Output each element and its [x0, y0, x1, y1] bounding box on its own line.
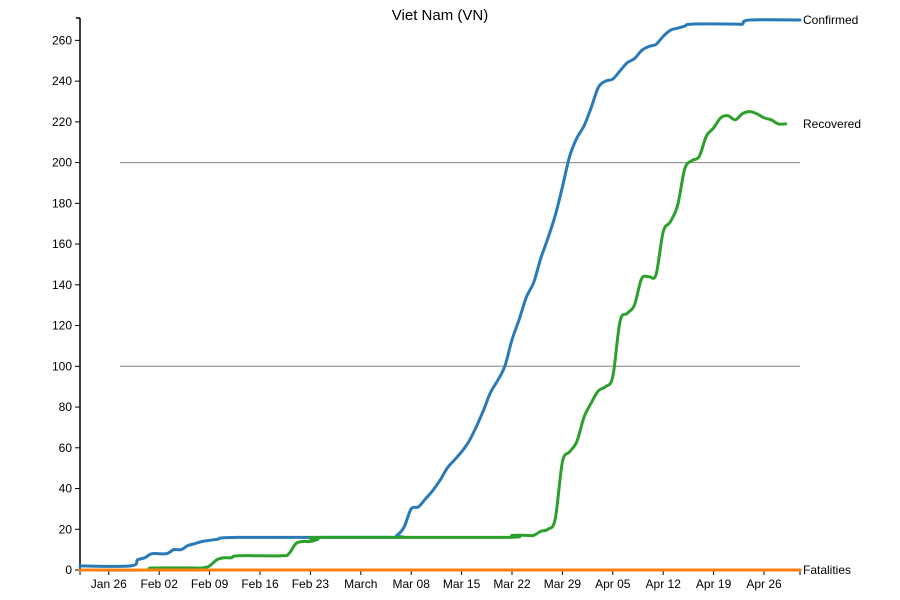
y-tick-label-180: 180 — [52, 196, 72, 210]
grid-lines — [120, 162, 800, 367]
x-tick-label-13: Apr 26 — [746, 577, 782, 591]
y-tick-label-100: 100 — [52, 359, 72, 373]
x-tick-label-4: Feb 23 — [292, 577, 330, 591]
series-label-fatalities: Fatalities — [803, 563, 851, 577]
series-labels: Confirmed Recovered Fatalities — [803, 13, 861, 577]
x-tick-label-7: Mar 15 — [443, 577, 481, 591]
x-tick-label-6: Mar 08 — [393, 577, 431, 591]
y-tick-label-60: 60 — [59, 441, 73, 455]
x-tick-label-10: Apr 05 — [595, 577, 631, 591]
series-line-confirmed — [78, 18, 802, 568]
x-tick-label-2: Feb 09 — [191, 577, 229, 591]
x-tick-label-1: Feb 02 — [141, 577, 179, 591]
series-label-recovered: Recovered — [803, 117, 861, 131]
y-tick-label-240: 240 — [52, 74, 72, 88]
y-tick-label-20: 20 — [59, 522, 73, 536]
x-tick-label-11: Apr 12 — [646, 577, 682, 591]
y-tick-label-140: 140 — [52, 278, 72, 292]
y-tick-label-260: 260 — [52, 33, 72, 47]
axes: 0 20 40 60 80 100 120 140 160 180 200 220 240 260 Jan … — [52, 17, 801, 591]
x-tick-label-5: March — [344, 577, 377, 591]
y-tick-label-0: 0 — [65, 563, 72, 577]
y-tick-label-80: 80 — [59, 400, 73, 414]
x-tick-label-12: Apr 19 — [696, 577, 732, 591]
series-label-confirmed: Confirmed — [803, 13, 858, 27]
y-tick-label-120: 120 — [52, 319, 72, 333]
series-lines — [78, 18, 802, 572]
chart-title: Viet Nam (VN) — [392, 7, 488, 24]
x-tick-label-9: Mar 29 — [544, 577, 582, 591]
y-tick-label-200: 200 — [52, 156, 72, 170]
y-tick-label-160: 160 — [52, 237, 72, 251]
y-tick-label-220: 220 — [52, 115, 72, 129]
x-tick-label-0: Jan 26 — [91, 577, 127, 591]
x-tick-label-3: Feb 16 — [241, 577, 279, 591]
y-tick-label-40: 40 — [59, 482, 73, 496]
series-line-recovered — [78, 110, 788, 572]
x-tick-label-8: Mar 22 — [493, 577, 531, 591]
